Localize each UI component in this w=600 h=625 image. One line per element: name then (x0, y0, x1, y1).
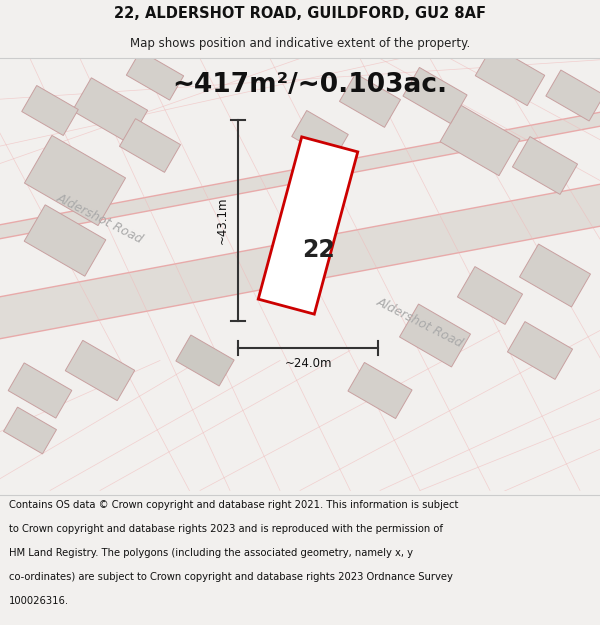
Text: Aldershot Road: Aldershot Road (374, 295, 466, 350)
Text: Aldershot Road: Aldershot Road (55, 191, 145, 246)
Polygon shape (127, 51, 184, 100)
Text: Contains OS data © Crown copyright and database right 2021. This information is : Contains OS data © Crown copyright and d… (9, 500, 458, 510)
Polygon shape (176, 335, 234, 386)
Polygon shape (0, 181, 600, 342)
Polygon shape (512, 137, 578, 194)
Text: co-ordinates) are subject to Crown copyright and database rights 2023 Ordnance S: co-ordinates) are subject to Crown copyr… (9, 572, 453, 582)
Text: 22, ALDERSHOT ROAD, GUILDFORD, GU2 8AF: 22, ALDERSHOT ROAD, GUILDFORD, GU2 8AF (114, 6, 486, 21)
Polygon shape (546, 70, 600, 121)
Polygon shape (475, 46, 545, 106)
Polygon shape (520, 244, 590, 307)
Polygon shape (0, 109, 600, 242)
Polygon shape (73, 78, 148, 143)
Polygon shape (508, 322, 572, 379)
Polygon shape (457, 267, 523, 324)
Polygon shape (440, 106, 520, 176)
Polygon shape (348, 362, 412, 419)
Polygon shape (292, 111, 348, 161)
Polygon shape (4, 407, 56, 454)
Text: ~43.1m: ~43.1m (215, 197, 229, 244)
Polygon shape (400, 304, 470, 367)
Text: 100026316.: 100026316. (9, 596, 69, 606)
Text: 22: 22 (302, 239, 334, 262)
Polygon shape (65, 341, 135, 401)
Polygon shape (340, 74, 401, 128)
Polygon shape (24, 205, 106, 276)
Text: HM Land Registry. The polygons (including the associated geometry, namely x, y: HM Land Registry. The polygons (includin… (9, 548, 413, 558)
Text: ~417m²/~0.103ac.: ~417m²/~0.103ac. (172, 72, 448, 99)
Polygon shape (403, 68, 467, 124)
Polygon shape (8, 363, 72, 418)
Text: ~24.0m: ~24.0m (284, 357, 332, 370)
Text: to Crown copyright and database rights 2023 and is reproduced with the permissio: to Crown copyright and database rights 2… (9, 524, 443, 534)
Text: Map shows position and indicative extent of the property.: Map shows position and indicative extent… (130, 37, 470, 50)
Polygon shape (25, 136, 125, 226)
Polygon shape (119, 119, 181, 172)
Polygon shape (22, 86, 78, 136)
Polygon shape (258, 137, 358, 314)
